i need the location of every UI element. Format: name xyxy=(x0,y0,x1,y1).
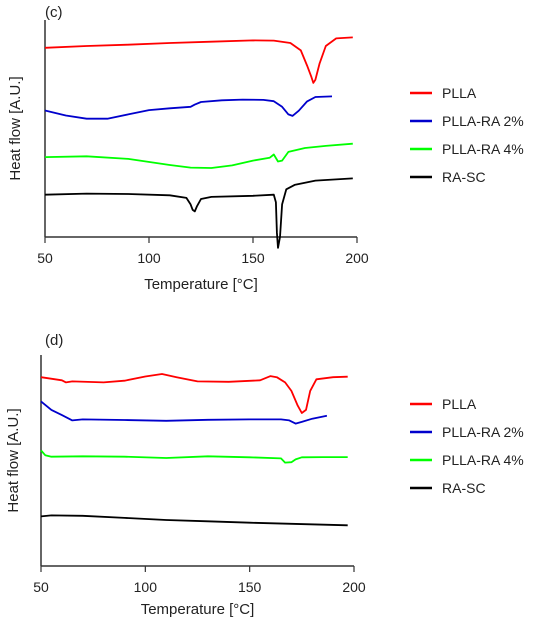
y-axis-title: Heat flow [A.U.] xyxy=(5,408,22,512)
series-line-plla xyxy=(44,36,353,84)
legend-label-plla-ra-2: PLLA-RA 2% xyxy=(442,424,524,440)
chart-panel-d: 50 100 150 200 (d) Temperature [°C] Heat flow … xyxy=(5,332,524,618)
x-tick-label: 50 xyxy=(37,250,53,266)
x-tick-label: 150 xyxy=(241,250,265,266)
panel-label: (c) xyxy=(45,4,63,21)
series-line-plla-ra-2 xyxy=(44,95,333,120)
x-tick-label: 200 xyxy=(345,250,369,266)
series-line-ra-sc xyxy=(44,177,353,249)
legend-label-plla-ra-4: PLLA-RA 4% xyxy=(442,452,524,468)
legend-label-plla: PLLA xyxy=(442,85,477,101)
x-axis-title: Temperature [°C] xyxy=(141,601,255,618)
legend-label-plla-ra-2: PLLA-RA 2% xyxy=(442,113,524,129)
series-line-ra-sc xyxy=(40,514,348,527)
x-axis-title: Temperature [°C] xyxy=(144,276,258,293)
series-line-plla-ra-4 xyxy=(40,449,348,464)
x-tick-label: 150 xyxy=(238,579,262,595)
x-tick-label: 50 xyxy=(33,579,49,595)
x-tick-label: 100 xyxy=(134,579,158,595)
legend-label-ra-sc: RA-SC xyxy=(442,169,486,185)
legend-label-plla-ra-4: PLLA-RA 4% xyxy=(442,141,524,157)
x-tick-label: 200 xyxy=(342,579,366,595)
legend-label-plla: PLLA xyxy=(442,396,477,412)
x-tick-label: 100 xyxy=(137,250,161,266)
series-line-plla-ra-2 xyxy=(40,400,328,425)
series-line-plla xyxy=(40,373,348,414)
series-line-plla-ra-4 xyxy=(44,142,353,169)
chart-panel-c: 50 100 150 200 (c) Temperature [°C] Heat flow … xyxy=(7,4,524,293)
legend-label-ra-sc: RA-SC xyxy=(442,480,486,496)
y-axis-title: Heat flow [A.U.] xyxy=(7,76,24,180)
panel-label: (d) xyxy=(45,332,63,349)
